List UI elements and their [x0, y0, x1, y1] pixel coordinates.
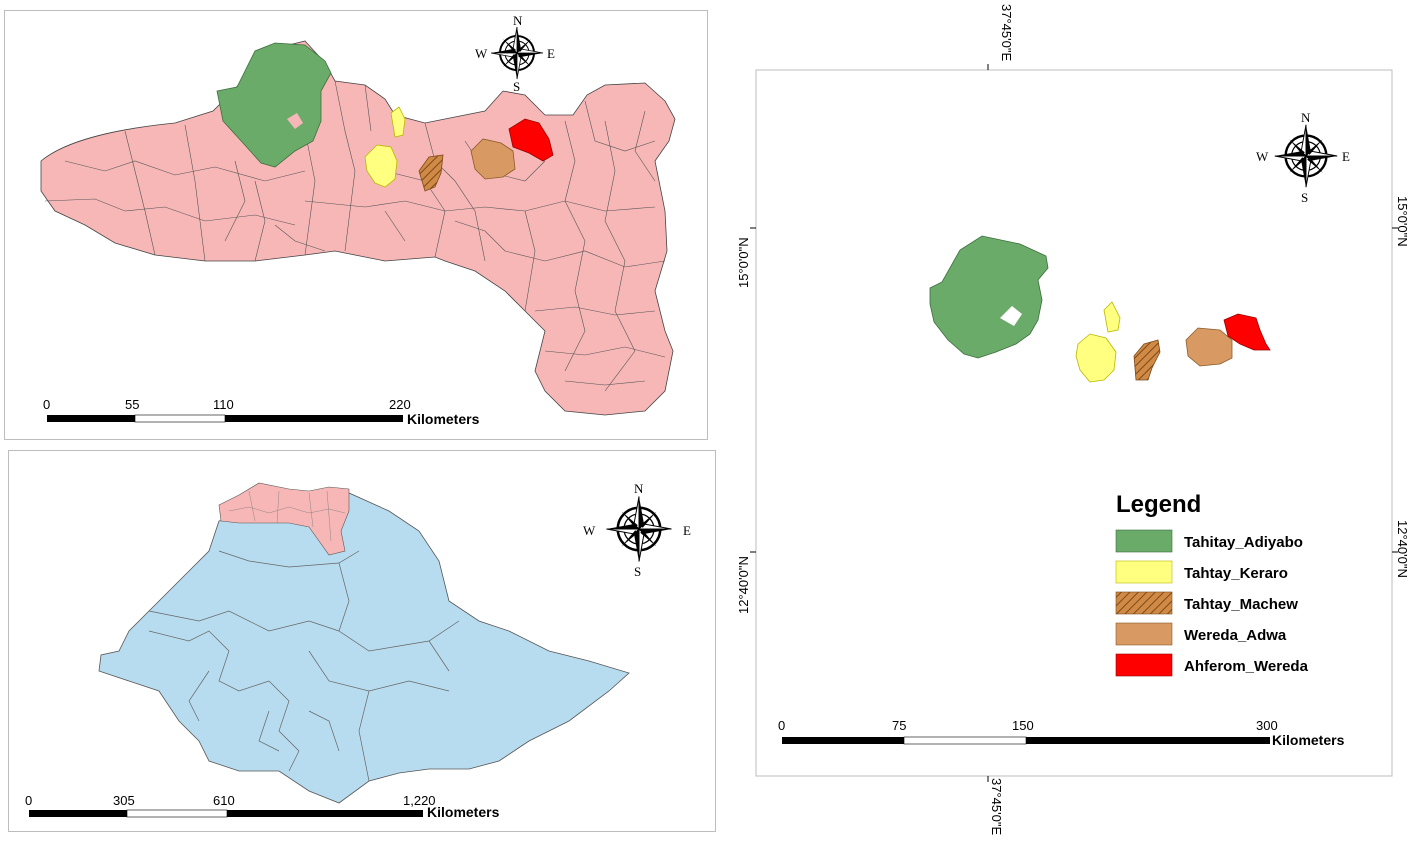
tahitay-adiyabo-area: [929, 235, 1049, 359]
compass-icon: N E S W: [1256, 110, 1350, 205]
scale-unit-label: Kilometers: [1272, 732, 1345, 748]
scale-bar: 0 55 110 220 Kilometers: [43, 397, 480, 427]
scale-tick-0: 0: [25, 793, 32, 808]
tahtay-keraro-area: [1075, 301, 1121, 383]
scale-tick-2: 110: [213, 397, 234, 412]
legend-item-label: Ahferom_Wereda: [1184, 658, 1309, 675]
legend-item-label: Tahitay_Adiyabo: [1184, 534, 1303, 551]
compass-south-label: S: [513, 79, 520, 94]
coord-top-label: 37°45'0"E: [999, 4, 1014, 61]
scale-tick-1: 305: [113, 793, 135, 808]
compass-east-label: E: [547, 46, 555, 61]
legend-item-label: Tahtay_Keraro: [1184, 565, 1288, 582]
compass-icon: N E S W: [475, 13, 555, 94]
scale-tick-0: 0: [43, 397, 50, 412]
tigray-map-panel: N E S W 0 55 110 220 Kilometers: [4, 10, 708, 440]
compass-east-label: E: [1342, 149, 1350, 164]
tigray-map: N E S W 0 55 110 220 Kilometers: [40, 13, 676, 427]
tahtay-machew-area: [418, 154, 444, 192]
coord-left-lower-label: 12°40'0"N: [736, 556, 751, 614]
scale-unit-label: Kilometers: [407, 411, 480, 427]
ahferom-wereda-area: [508, 118, 554, 162]
legend-swatch-machew: [1115, 591, 1173, 615]
legend: Legend Tahitay_Adiyabo Tahtay_Keraro Tah…: [1115, 491, 1309, 677]
compass-north-label: N: [634, 481, 644, 496]
legend-swatch-ahferom: [1115, 653, 1173, 677]
coord-right-lower-label: 12°40'0"N: [1395, 520, 1410, 578]
tigray-region: [40, 40, 676, 416]
scale-tick-3: 1,220: [403, 793, 436, 808]
tigray-districts-small: [228, 490, 346, 542]
compass-west-label: W: [1256, 149, 1269, 164]
compass-north-label: N: [513, 13, 523, 28]
compass-north-label: N: [1301, 110, 1311, 125]
scale-tick-3: 300: [1256, 718, 1278, 733]
legend-swatch-keraro: [1115, 560, 1173, 584]
scale-bar: 0 305 610 1,220 Kilometers: [25, 793, 500, 820]
compass-south-label: S: [1301, 190, 1308, 205]
compass-west-label: W: [475, 46, 488, 61]
wereda-adwa-area: [470, 138, 516, 180]
study-area-frame: [755, 69, 1393, 777]
tahtay-keraro-area: [364, 106, 406, 188]
ethiopia-regions: [148, 550, 460, 782]
ethiopia-map-panel: N E S W 0 305 610 1,220 Kilometers: [8, 450, 716, 832]
tahtay-machew-area: [1133, 339, 1161, 381]
compass-south-label: S: [634, 564, 641, 579]
legend-swatch-adiyabo: [1115, 529, 1173, 553]
coord-bottom-label: 37°45'0"E: [989, 778, 1004, 835]
wereda-adwa-area: [1185, 327, 1233, 367]
tigray-highlight: [218, 482, 350, 556]
scale-tick-1: 75: [892, 718, 906, 733]
compass-icon: N E S W: [583, 481, 691, 579]
legend-item-label: Wereda_Adwa: [1184, 627, 1287, 644]
graticule-ticks: [750, 64, 1398, 782]
scale-tick-3: 220: [389, 397, 411, 412]
compass-east-label: E: [683, 523, 691, 538]
legend-title: Legend: [1116, 491, 1201, 518]
adiyabo-enclave: [287, 113, 303, 129]
coord-left-upper-label: 15°0'0"N: [736, 237, 751, 288]
ethiopia-map: N E S W 0 305 610 1,220 Kilometers: [25, 481, 691, 820]
ahferom-wereda-area: [1223, 313, 1271, 351]
legend-item-label: Tahtay_Machew: [1184, 596, 1298, 613]
legend-swatch-adwa: [1115, 622, 1173, 646]
coord-right-upper-label: 15°0'0"N: [1395, 196, 1410, 247]
scale-unit-label: Kilometers: [427, 804, 500, 820]
compass-west-label: W: [583, 523, 596, 538]
study-area-figure: 37°45'0"E 37°45'0"E 15°0'0"N 12°40'0"N 1…: [736, 4, 1410, 835]
scale-tick-0: 0: [778, 718, 785, 733]
scale-tick-2: 150: [1012, 718, 1034, 733]
scale-tick-1: 55: [125, 397, 139, 412]
scale-bar: 0 75 150 300 Kilometers: [778, 718, 1345, 748]
scale-tick-2: 610: [213, 793, 235, 808]
adiyabo-enclave: [1000, 306, 1022, 326]
tahitay-adiyabo-area: [216, 42, 332, 168]
